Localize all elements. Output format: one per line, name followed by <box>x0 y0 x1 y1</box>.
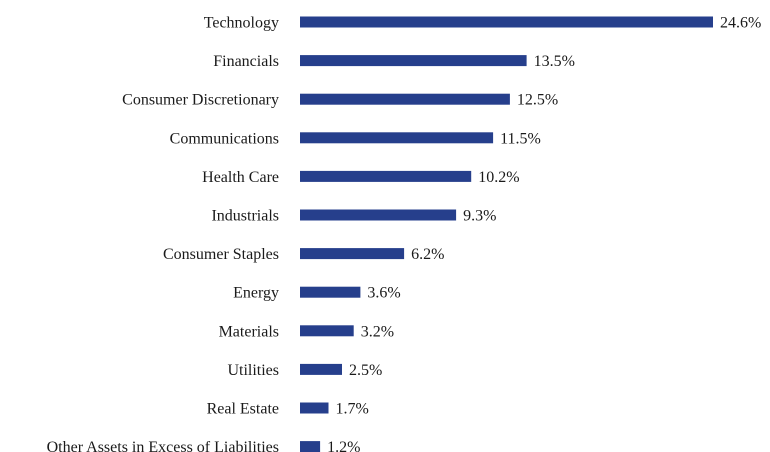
bar-consumer-staples <box>300 248 405 260</box>
bar-materials <box>300 325 354 337</box>
value-label-utilities: 2.5% <box>349 362 382 379</box>
value-label-financials: 13.5% <box>534 53 575 70</box>
category-label-consumer-discretionary: Consumer Discretionary <box>122 92 279 109</box>
value-label-materials: 3.2% <box>361 323 394 340</box>
value-label-technology: 24.6% <box>720 15 761 32</box>
value-label-other-assets-in-excess-of-liabilities: 1.2% <box>327 439 360 452</box>
category-labels-group: Technology Financials Consumer Discretiona… <box>47 15 279 452</box>
category-label-technology: Technology <box>204 15 279 32</box>
bar-technology <box>300 16 713 28</box>
value-label-real-estate: 1.7% <box>336 401 369 418</box>
bar-communications <box>300 132 494 144</box>
bar-utilities <box>300 363 342 375</box>
bar-industrials <box>300 209 457 221</box>
bar-health-care <box>300 170 472 182</box>
bar-energy <box>300 286 361 298</box>
bars-group <box>300 16 713 452</box>
category-label-real-estate: Real Estate <box>207 401 279 418</box>
value-label-communications: 11.5% <box>500 130 541 147</box>
value-label-health-care: 10.2% <box>478 169 519 186</box>
bar-real-estate <box>300 402 329 414</box>
value-label-energy: 3.6% <box>367 285 400 302</box>
category-label-communications: Communications <box>170 130 279 147</box>
value-labels-group: 24.6% 13.5% 12.5% 11.5% 10.2% 9.3% 6.2% 3.6% 3.2… <box>327 15 761 452</box>
category-label-energy: Energy <box>233 285 279 302</box>
category-label-materials: Materials <box>219 323 279 340</box>
category-label-industrials: Industrials <box>211 208 279 225</box>
category-label-other-assets-in-excess-of-liabilities: Other Assets in Excess of Liabilities <box>47 439 279 452</box>
category-label-financials: Financials <box>213 53 279 70</box>
bar-financials <box>300 55 527 67</box>
category-label-health-care: Health Care <box>202 169 279 186</box>
value-label-consumer-staples: 6.2% <box>411 246 444 263</box>
category-label-consumer-staples: Consumer Staples <box>163 246 279 263</box>
value-label-consumer-discretionary: 12.5% <box>517 92 558 109</box>
category-label-utilities: Utilities <box>227 362 279 379</box>
bar-other-assets-in-excess-of-liabilities <box>300 441 321 452</box>
bar-consumer-discretionary <box>300 93 510 105</box>
value-label-industrials: 9.3% <box>463 208 496 225</box>
